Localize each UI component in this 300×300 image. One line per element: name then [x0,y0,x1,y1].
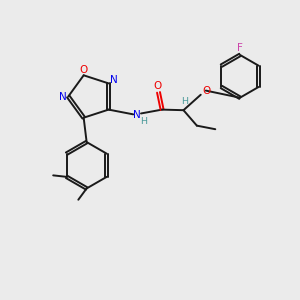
Text: O: O [80,65,88,75]
Text: N: N [133,110,141,120]
Text: N: N [59,92,67,101]
Text: O: O [154,81,162,92]
Text: H: H [182,98,188,106]
Text: N: N [110,75,118,85]
Text: O: O [202,86,211,96]
Text: H: H [140,117,147,126]
Text: F: F [237,44,243,53]
